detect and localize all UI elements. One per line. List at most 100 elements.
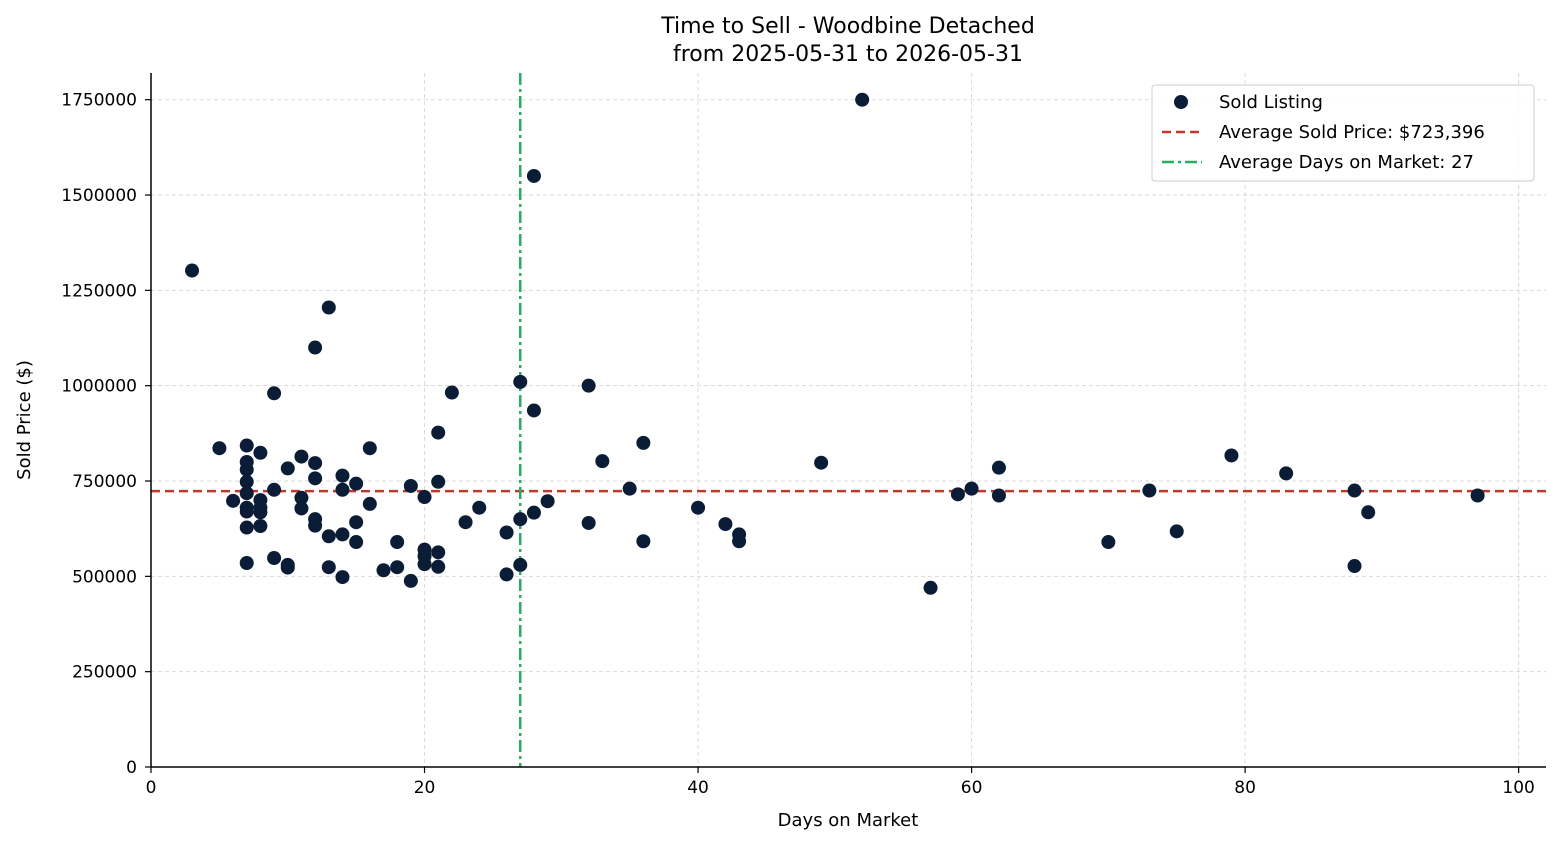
y-tick-label: 500000 — [72, 567, 137, 587]
axes — [145, 73, 1546, 773]
data-point — [1169, 524, 1184, 539]
data-point — [390, 535, 405, 550]
data-point — [417, 557, 432, 572]
data-point — [239, 462, 254, 477]
data-point — [335, 527, 350, 542]
data-point — [1347, 559, 1362, 574]
data-point — [1142, 483, 1157, 498]
data-point — [239, 504, 254, 519]
data-point — [253, 445, 268, 460]
data-points — [185, 92, 1485, 595]
data-point — [239, 438, 254, 453]
data-point — [294, 490, 309, 505]
data-point — [185, 263, 200, 278]
data-point — [855, 92, 870, 107]
data-point — [718, 517, 733, 532]
data-point — [1347, 483, 1362, 498]
data-point — [691, 500, 706, 515]
data-point — [1470, 488, 1485, 503]
y-tick-label: 750000 — [72, 472, 137, 492]
data-point — [335, 482, 350, 497]
y-tick-label: 1000000 — [61, 377, 137, 397]
data-point — [403, 478, 418, 493]
data-point — [239, 474, 254, 489]
data-point — [349, 476, 364, 491]
data-point — [1101, 535, 1116, 550]
data-point — [1279, 466, 1294, 481]
legend: Sold Listing Average Sold Price: $723,39… — [1151, 84, 1535, 182]
data-point — [308, 471, 323, 486]
x-tick-label: 100 — [1502, 778, 1534, 798]
data-point — [267, 482, 282, 497]
data-point — [950, 487, 965, 502]
legend-label-avg-price: Average Sold Price: $723,396 — [1219, 122, 1485, 143]
y-tick-label: 0 — [126, 758, 137, 778]
data-point — [335, 468, 350, 483]
data-point — [1361, 505, 1376, 520]
data-point — [636, 435, 651, 450]
y-axis-label: Sold Price ($) — [14, 360, 35, 480]
data-point — [732, 534, 747, 549]
legend-box — [1151, 84, 1535, 182]
data-point — [513, 557, 528, 572]
data-point — [294, 449, 309, 464]
data-point — [349, 535, 364, 550]
data-point — [431, 474, 446, 489]
data-point — [403, 573, 418, 588]
data-point — [526, 505, 541, 520]
data-point — [239, 520, 254, 535]
data-point — [321, 300, 336, 315]
data-point — [499, 567, 514, 582]
data-point — [362, 441, 377, 456]
data-point — [212, 441, 227, 456]
data-point — [253, 519, 268, 534]
data-point — [513, 512, 528, 527]
data-point — [472, 500, 487, 515]
chart-title: Time to Sell - Woodbine Detached — [660, 14, 1035, 39]
data-point — [267, 551, 282, 566]
data-point — [513, 374, 528, 389]
data-point — [431, 545, 446, 560]
legend-marker-sold-listing — [1174, 95, 1188, 109]
data-point — [991, 488, 1006, 503]
data-point — [499, 525, 514, 540]
data-point — [239, 555, 254, 570]
y-tick-label: 250000 — [72, 663, 137, 683]
y-tick-label: 1250000 — [61, 281, 137, 301]
data-point — [253, 505, 268, 520]
tick-labels: 0 20 40 60 80 100 0 250000 500000 750000 1000000 12… — [61, 91, 1535, 798]
data-point — [335, 570, 350, 585]
data-point — [362, 496, 377, 511]
chart-subtitle: from 2025-05-31 to 2026-05-31 — [673, 42, 1023, 67]
data-point — [923, 580, 938, 595]
data-point — [581, 515, 596, 530]
legend-label-avg-days: Average Days on Market: 27 — [1219, 152, 1474, 173]
data-point — [321, 560, 336, 575]
data-point — [280, 560, 295, 575]
legend-label-sold-listing: Sold Listing — [1219, 92, 1323, 113]
data-point — [814, 455, 829, 470]
x-tick-label: 60 — [961, 778, 983, 798]
y-tick-label: 1500000 — [61, 186, 137, 206]
data-point — [308, 518, 323, 533]
data-point — [226, 493, 241, 508]
reference-lines — [151, 73, 1546, 767]
data-point — [595, 454, 610, 469]
data-point — [458, 515, 473, 530]
data-point — [239, 486, 254, 501]
data-point — [431, 425, 446, 440]
data-point — [267, 386, 282, 401]
data-point — [417, 490, 432, 505]
data-point — [540, 494, 555, 509]
x-tick-label: 0 — [146, 778, 157, 798]
data-point — [280, 461, 295, 476]
x-axis-label: Days on Market — [778, 810, 919, 831]
data-point — [390, 560, 405, 575]
x-tick-label: 20 — [414, 778, 436, 798]
x-tick-label: 40 — [687, 778, 709, 798]
data-point — [964, 481, 979, 496]
data-point — [1224, 448, 1239, 463]
data-point — [581, 378, 596, 393]
y-tick-label: 1750000 — [61, 91, 137, 111]
